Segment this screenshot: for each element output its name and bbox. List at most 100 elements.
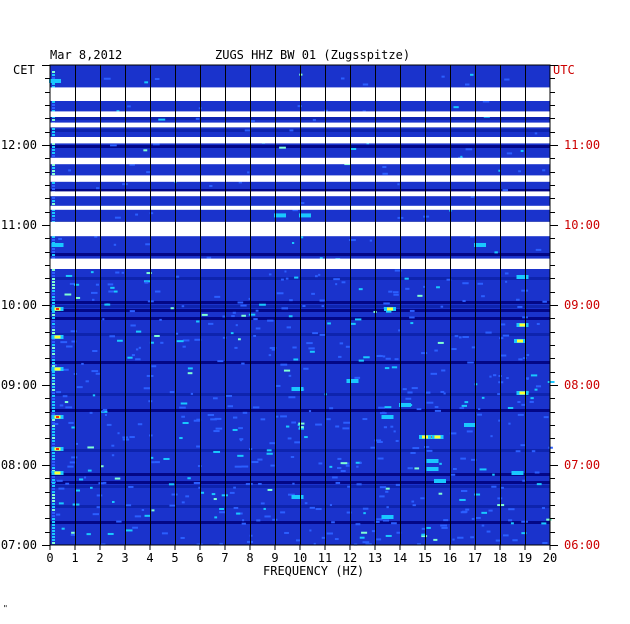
spectrogram-cell [297,423,301,426]
spectrogram-cell [180,402,188,405]
spectrogram-cell [230,332,234,335]
spectrogram-cell [233,486,236,489]
spectrogram-cell [196,418,202,421]
low-frequency-band [52,257,55,259]
spectrogram-cell [214,295,221,298]
cet-axis-label: CET [13,63,35,77]
spectrogram-cell [460,489,468,492]
spectrogram-cell [237,338,241,341]
spectrogram-cell [521,520,528,523]
spectrogram-cell [363,356,370,359]
spectrogram-cell [292,209,298,212]
spectrogram-cell [462,299,466,302]
spectrogram-cell [252,406,260,409]
cet-tick-label-09:00: 09:00 [1,378,37,392]
chart-title: ZUGS HHZ BW 01 (Zugsspitze) [215,48,411,62]
spectrogram-cell [453,106,459,109]
x-axis-label: FREQUENCY (HZ) [263,564,365,578]
spectrogram-cell [416,408,422,411]
low-frequency-band [52,488,55,490]
low-frequency-band [52,275,55,277]
spectrogram-cell [460,511,467,514]
low-frequency-band [52,143,55,145]
utc-tick-label-08:00: 08:00 [564,378,600,392]
spectrogram-cell [508,422,511,425]
spectrogram-cell [214,516,218,519]
spectrogram-cell [242,519,245,522]
spectrogram-cell [522,479,526,482]
spectrogram-cell [219,507,225,510]
spectrogram-cell [460,155,463,158]
spectrogram-cell [327,322,331,325]
spectrogram-cell [441,369,446,372]
spectrogram-cell [257,458,263,461]
spectrogram-cell [135,358,141,361]
spectrogram-cell [56,391,62,394]
low-frequency-band [52,356,55,358]
low-frequency-band [52,215,55,217]
x-tick-label-7: 7 [221,551,228,565]
x-tick-label-1: 1 [71,551,78,565]
spectrogram-cell [332,476,338,479]
spectrogram-cell [181,415,185,418]
spectrogram-cell [362,541,370,544]
low-frequency-band [52,503,55,505]
spectrogram-cell [421,527,426,530]
low-frequency-band [52,533,55,535]
spectrogram-cell [347,485,351,488]
spectrogram-cell [101,410,105,413]
spectrogram-cell [470,73,474,76]
spectrogram-cell [200,491,205,494]
spectrogram-cell [294,276,299,279]
spectrogram-cell [292,346,297,349]
spectrogram-cell [175,332,179,335]
spectrogram-cell [112,500,115,503]
spectrogram-cell [103,77,111,80]
spectrogram-cell [98,482,105,485]
spectrogram-cell [410,451,416,454]
spectrogram-cell [298,427,305,430]
spectrogram-cell [219,511,227,514]
spectrogram-cell [108,290,115,293]
spectrogram-cell [334,538,339,541]
low-frequency-band [52,185,55,187]
spectrogram-cell [392,291,399,294]
spectrogram-cell [542,542,548,545]
spectrogram-cell [359,536,365,539]
spectrogram-cell [460,457,466,460]
spectrogram-cell [113,243,117,246]
spectrogram-cell [71,531,75,534]
spectrogram-cell [116,520,122,523]
spectrogram-cell [405,287,410,290]
spectrogram-cell [355,461,362,464]
spectrogram-cell [474,493,481,496]
spectrogram-cell [348,239,356,242]
spectrogram-cell [302,305,306,308]
spectrogram-cell [313,542,316,545]
spectrogram-cell [299,426,304,429]
spectrogram-cell [237,301,244,304]
spectrogram-cell [547,380,555,383]
spectrogram-cell [79,478,84,481]
spectrogram-cell [362,110,366,113]
spectrogram-cell [288,396,296,399]
spectrogram-cell [280,363,288,366]
spectrogram-cell [490,435,493,438]
spectrogram-cell [69,282,76,285]
spectrogram-cell [541,507,546,510]
utc-tick-label-06:00: 06:00 [564,538,600,552]
spectrogram-cell [212,397,218,400]
spectrogram-cell [355,523,361,526]
spectrogram-cell [385,357,391,360]
spectrogram-cell [161,532,168,535]
spectrogram-cell [470,235,475,238]
spectrogram-cell [321,305,325,308]
spectrogram-cell [175,275,180,278]
low-frequency-band [52,254,55,256]
low-frequency-band [52,182,55,184]
spectrogram-cell [187,367,193,370]
spectrogram-cell [143,280,151,283]
spectrogram-cell [143,149,148,152]
spectrogram-cell [241,522,246,525]
spectrogram-cell [402,388,407,391]
